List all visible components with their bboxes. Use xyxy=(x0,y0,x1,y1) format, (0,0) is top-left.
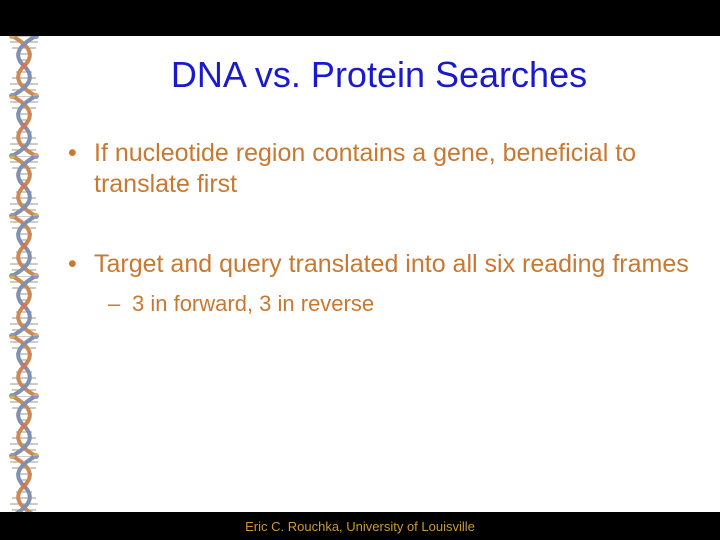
sub-bullet-1: – 3 in forward, 3 in reverse xyxy=(108,290,690,318)
slide-content: DNA vs. Protein Searches • If nucleotide… xyxy=(48,36,720,512)
footer-text: Eric C. Rouchka, University of Louisvill… xyxy=(245,519,475,534)
bullet-1-text: If nucleotide region contains a gene, be… xyxy=(94,138,690,201)
sub-bullet-1-text: 3 in forward, 3 in reverse xyxy=(132,290,374,318)
bullet-dot-icon: • xyxy=(68,138,94,201)
bottom-bar: Eric C. Rouchka, University of Louisvill… xyxy=(0,512,720,540)
top-bar xyxy=(0,0,720,36)
bullet-dot-icon: • xyxy=(68,249,94,280)
slide-title: DNA vs. Protein Searches xyxy=(68,54,690,96)
bullet-2-text: Target and query translated into all six… xyxy=(94,249,689,280)
dna-decoration xyxy=(0,36,48,512)
bullet-list: • If nucleotide region contains a gene, … xyxy=(68,138,690,317)
bullet-2: • Target and query translated into all s… xyxy=(68,249,690,280)
bullet-1: • If nucleotide region contains a gene, … xyxy=(68,138,690,201)
dash-icon: – xyxy=(108,290,132,318)
